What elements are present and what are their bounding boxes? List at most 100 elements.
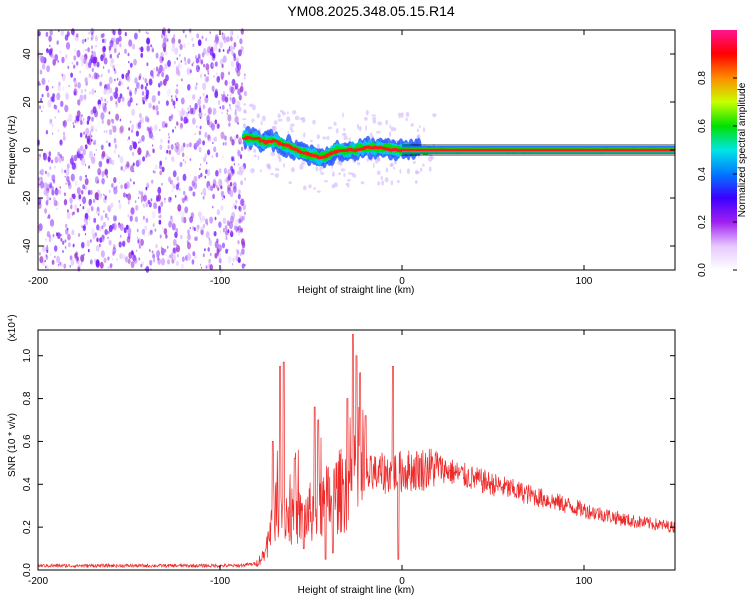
noise-speckle [83, 217, 87, 223]
noise-speckle [128, 127, 131, 131]
noise-speckle [129, 120, 132, 124]
noise-speckle [240, 28, 244, 35]
noise-speckle [88, 165, 90, 169]
noise-speckle [189, 104, 192, 109]
noise-speckle [47, 79, 50, 83]
noise-speckle [88, 133, 92, 139]
noise-speckle [155, 105, 159, 112]
noise-speckle [107, 266, 110, 269]
noise-speckle [114, 48, 117, 53]
noise-speckle [202, 215, 205, 222]
noise-speckle [86, 207, 91, 215]
noise-speckle [229, 106, 232, 110]
noise-speckle [88, 200, 92, 206]
noise-speckle [62, 131, 66, 136]
signal-halo-dot [289, 126, 293, 131]
noise-speckle [39, 256, 44, 264]
noise-speckle [242, 51, 244, 54]
noise-region [36, 27, 247, 274]
noise-speckle [42, 63, 46, 70]
noise-speckle [71, 229, 75, 236]
noise-speckle [157, 90, 161, 96]
noise-speckle [42, 245, 45, 248]
noise-speckle [138, 190, 141, 195]
noise-speckle [181, 256, 185, 263]
noise-speckle [61, 73, 66, 82]
noise-speckle [186, 67, 191, 76]
noise-speckle [140, 52, 143, 58]
noise-speckle [237, 193, 241, 200]
snr-y-scale-label: (x10⁴) [7, 314, 18, 341]
signal-halo-dot [420, 167, 423, 172]
noise-speckle [145, 97, 148, 102]
noise-speckle [233, 46, 235, 50]
noise-speckle [145, 186, 148, 191]
noise-speckle [240, 180, 243, 186]
noise-speckle [171, 98, 173, 102]
noise-speckle [211, 63, 214, 67]
noise-speckle [123, 192, 126, 198]
noise-speckle [161, 121, 166, 129]
noise-speckle [47, 172, 50, 177]
signal-track [234, 103, 675, 193]
noise-speckle [153, 123, 158, 132]
noise-speckle [234, 219, 239, 227]
noise-speckle [43, 152, 46, 157]
noise-speckle [84, 212, 89, 220]
noise-speckle [237, 88, 241, 96]
noise-speckle [243, 123, 246, 129]
noise-speckle [40, 56, 45, 64]
noise-speckle [152, 258, 156, 263]
noise-speckle [76, 208, 80, 213]
noise-speckle [127, 138, 129, 142]
noise-speckle [150, 198, 153, 202]
noise-speckle [195, 171, 197, 174]
signal-halo-dot [337, 160, 342, 165]
noise-speckle [97, 167, 101, 173]
noise-speckle [214, 40, 216, 43]
noise-speckle [121, 73, 125, 80]
noise-speckle [155, 196, 159, 202]
snr-y-tick-label: 1.0 [22, 348, 33, 362]
noise-speckle [159, 160, 162, 166]
noise-speckle [168, 136, 170, 139]
noise-speckle [39, 153, 42, 158]
noise-speckle [176, 147, 181, 156]
noise-speckle [184, 60, 187, 66]
noise-speckle [101, 170, 105, 178]
signal-halo-dot [287, 111, 289, 115]
noise-speckle [175, 97, 178, 102]
noise-speckle [81, 190, 84, 195]
noise-speckle [76, 187, 81, 195]
signal-halo-dot [292, 110, 297, 115]
noise-speckle [45, 170, 47, 175]
noise-speckle [55, 187, 57, 190]
noise-speckle [226, 220, 230, 226]
signal-halo-dot [290, 123, 295, 127]
colorbar-tick-label: 0.6 [697, 119, 708, 133]
spectrogram-y-tick-label: 40 [22, 48, 33, 60]
colorbar-tick-label: 0.2 [697, 215, 708, 229]
noise-speckle [237, 122, 239, 125]
noise-speckle [118, 28, 122, 34]
noise-speckle [108, 143, 111, 146]
noise-speckle [101, 150, 106, 158]
noise-speckle [91, 135, 93, 138]
noise-speckle [134, 90, 137, 95]
noise-speckle [160, 201, 164, 207]
noise-speckle [230, 86, 235, 95]
noise-speckle [207, 107, 211, 115]
noise-speckle [207, 134, 212, 142]
noise-speckle [242, 203, 246, 211]
noise-speckle [70, 72, 73, 78]
noise-speckle [241, 82, 243, 86]
signal-halo-dot [277, 118, 283, 122]
noise-speckle [207, 185, 211, 191]
noise-speckle [80, 261, 83, 266]
noise-speckle [62, 120, 66, 126]
noise-speckle [238, 189, 241, 195]
noise-speckle [213, 146, 217, 153]
noise-speckle [72, 122, 75, 125]
noise-speckle [170, 215, 173, 220]
noise-speckle [77, 233, 81, 237]
